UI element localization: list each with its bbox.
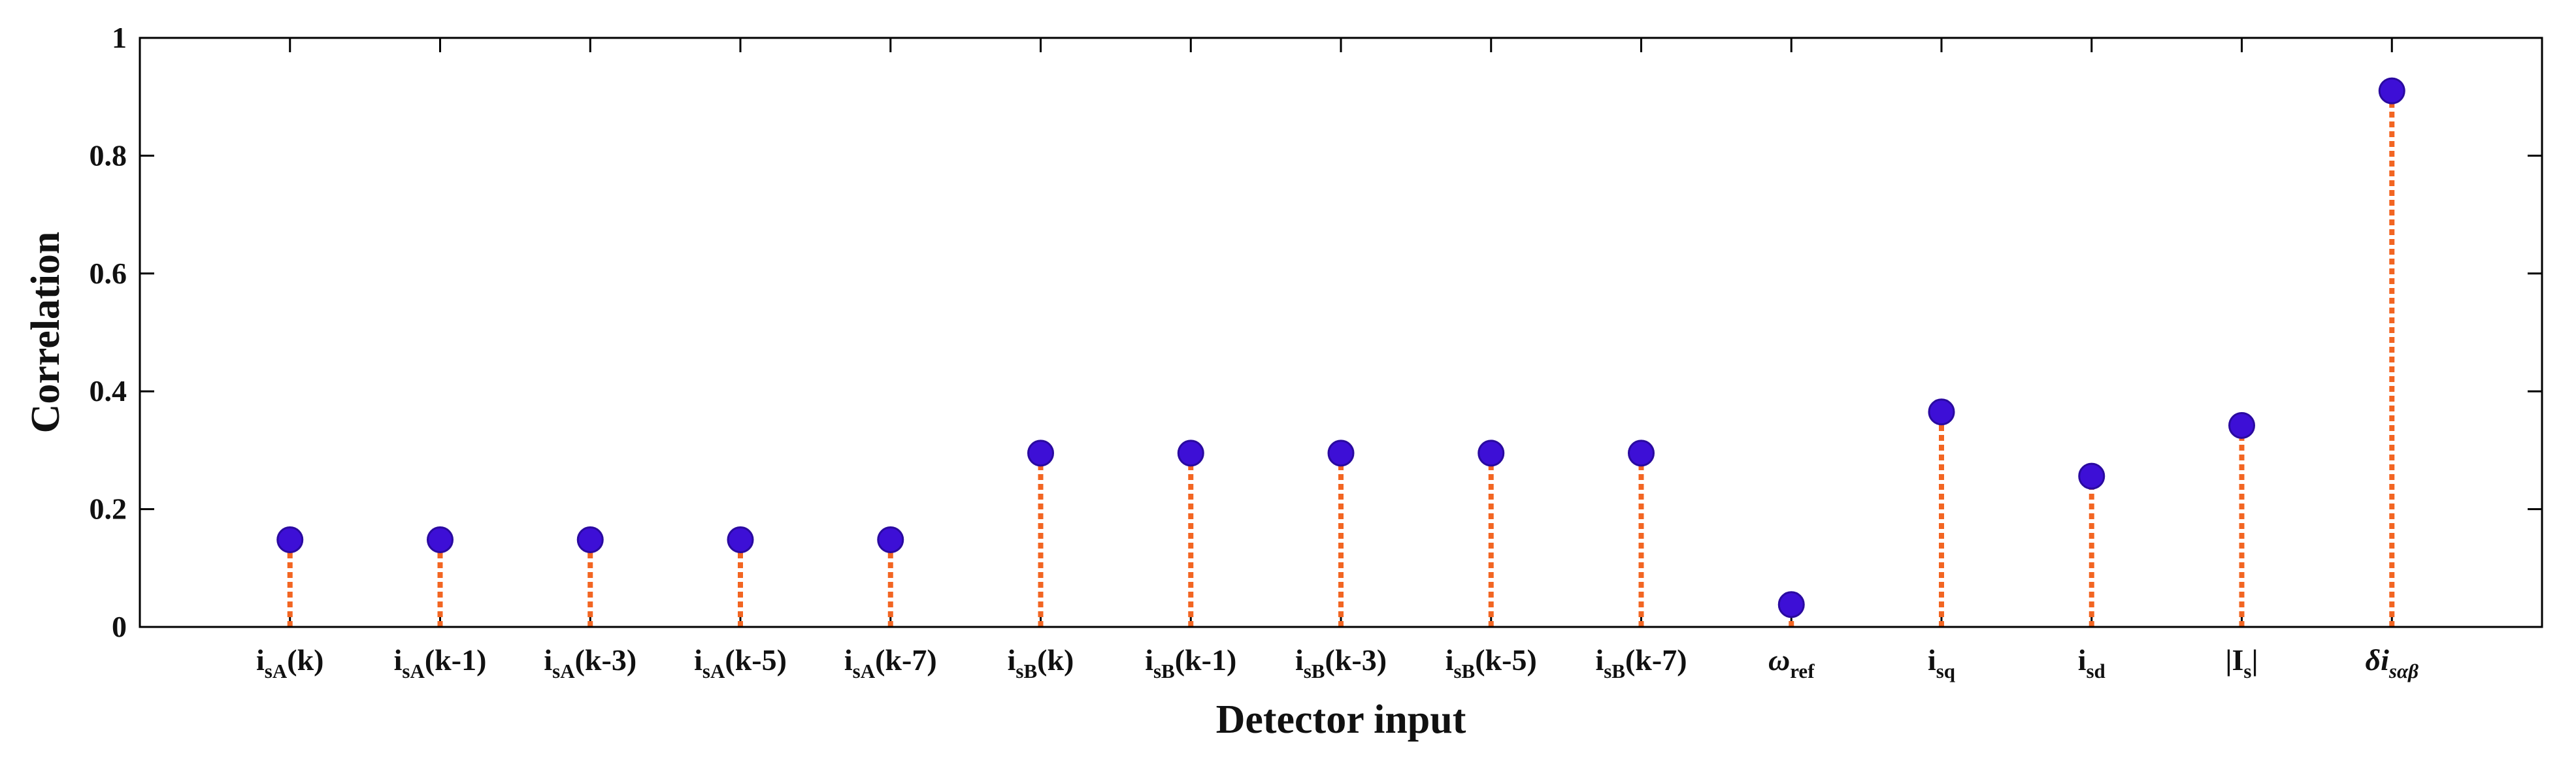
x-tick-label: |Is| — [2225, 643, 2258, 682]
x-tick-label: isB(k-5) — [1445, 643, 1537, 682]
x-tick-label: isA(k-5) — [694, 643, 787, 682]
stem-marker — [1628, 440, 1655, 467]
stem-marker — [1177, 440, 1204, 467]
stem-marker — [1027, 440, 1054, 467]
x-tick-label: isA(k-7) — [844, 643, 937, 682]
plot-frame — [139, 37, 2543, 628]
x-tick-label: ωref — [1768, 643, 1815, 682]
x-tick-label: isB(k-1) — [1145, 643, 1236, 682]
stem-marker — [276, 526, 304, 554]
stem-marker — [877, 526, 904, 554]
y-axis-ticks: 0 0.2 0.4 0.6 0.8 1 — [90, 21, 2542, 643]
stem-marker — [1327, 440, 1355, 467]
y-tick-label: 0.6 — [90, 257, 127, 290]
y-tick-label: 0 — [112, 610, 127, 643]
stem-marker — [1478, 440, 1505, 467]
stem-marker — [1928, 398, 1955, 426]
x-tick-label: isq — [1928, 643, 1955, 682]
y-tick-label: 0.8 — [90, 138, 127, 172]
stem-marker — [2228, 412, 2255, 440]
x-tick-label: isA(k-1) — [394, 643, 487, 682]
x-tick-label: isB(k) — [1008, 643, 1074, 682]
stem-marker — [2078, 462, 2105, 490]
x-tick-label: isA(k) — [256, 643, 323, 682]
stem-marker — [576, 526, 604, 554]
stem-marker — [427, 526, 454, 554]
stems — [287, 91, 2395, 627]
x-tick-label: δisαβ — [2366, 643, 2419, 682]
y-tick-label: 0.4 — [90, 374, 127, 408]
markers — [276, 77, 2405, 618]
x-tick-label: isA(k-3) — [544, 643, 636, 682]
y-tick-label: 1 — [112, 21, 127, 54]
x-tick-label: isB(k-7) — [1595, 643, 1687, 682]
y-tick-label: 0.2 — [90, 492, 127, 526]
stem-marker — [1777, 591, 1805, 618]
x-axis-title: Detector input — [1216, 697, 1466, 742]
y-axis-title: Correlation — [24, 232, 68, 434]
stem-marker — [727, 526, 754, 554]
x-tick-label: isB(k-3) — [1295, 643, 1387, 682]
x-tick-label: isd — [2078, 643, 2105, 682]
stem-marker — [2378, 77, 2405, 104]
